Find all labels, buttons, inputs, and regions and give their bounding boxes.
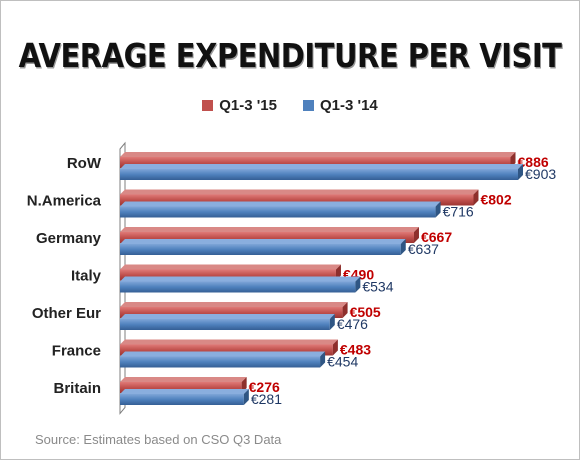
data-label: €802 xyxy=(480,192,511,208)
legend: Q1-3 '15 Q1-3 '14 xyxy=(1,97,579,114)
data-label: €667 xyxy=(421,229,452,245)
category-label: France xyxy=(52,343,101,360)
category-label: Germany xyxy=(36,230,102,247)
legend-swatch-2014 xyxy=(303,100,314,111)
category-label: Britain xyxy=(53,380,101,397)
legend-swatch-2015 xyxy=(202,100,214,111)
legend-label-2015: Q1-3 '15 xyxy=(219,97,277,114)
category-label: Other Eur xyxy=(32,305,101,322)
bar xyxy=(120,164,523,180)
data-label: €637 xyxy=(408,241,439,257)
category-label: N.America xyxy=(27,193,102,210)
legend-item-2015: Q1-3 '15 xyxy=(202,97,277,114)
bar xyxy=(120,389,249,405)
bar xyxy=(120,227,419,243)
data-label: €903 xyxy=(525,166,556,182)
data-label: €483 xyxy=(340,342,371,358)
bar xyxy=(120,351,326,368)
data-label: €716 xyxy=(443,204,474,220)
source-note: Source: Estimates based on CSO Q3 Data xyxy=(35,432,282,447)
bar xyxy=(120,339,338,356)
data-label: €534 xyxy=(362,279,393,295)
bar xyxy=(120,302,348,318)
bar xyxy=(120,239,406,255)
bar xyxy=(120,314,335,330)
legend-label-2014: Q1-3 '14 xyxy=(320,97,378,114)
data-label: €886 xyxy=(518,154,549,170)
bar xyxy=(120,201,441,218)
category-label: Italy xyxy=(71,268,102,285)
category-label: RoW xyxy=(67,155,102,172)
legend-item-2014: Q1-3 '14 xyxy=(303,97,378,114)
data-label: €281 xyxy=(251,391,282,407)
data-label: €276 xyxy=(249,379,280,395)
bar xyxy=(120,189,479,206)
data-label: €505 xyxy=(350,304,381,320)
bar xyxy=(120,276,361,293)
chart-title: AVERAGE EXPENDITURE PER VISIT xyxy=(18,36,562,76)
data-label: €476 xyxy=(337,316,368,332)
data-label: €454 xyxy=(327,354,358,370)
